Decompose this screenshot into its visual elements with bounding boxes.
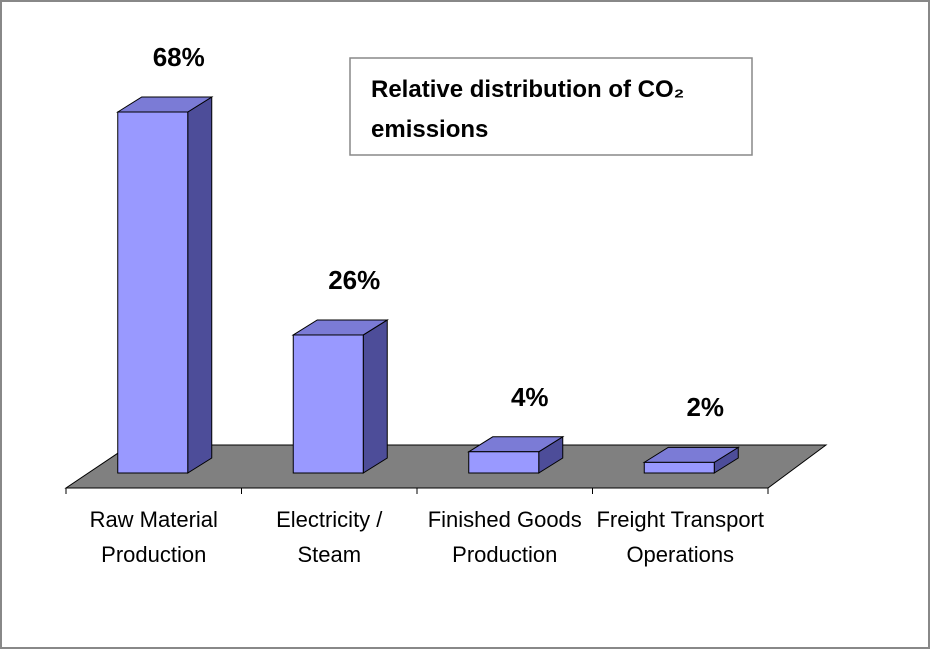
value-label: 4% <box>510 381 549 412</box>
value-label: 26% <box>328 264 381 295</box>
floor <box>64 444 828 489</box>
bar-side <box>362 319 388 474</box>
bar <box>468 451 540 474</box>
x-tick-label: Raw Material Production <box>89 507 218 567</box>
x-tick-label: Electricity / Steam <box>276 507 383 567</box>
value-label: 68% <box>152 42 205 72</box>
bar <box>292 334 364 474</box>
value-label: 2% <box>686 392 725 423</box>
x-tick-label: Freight Transport Operations <box>596 507 764 567</box>
x-tick-label: Finished Goods Production <box>427 507 582 567</box>
bar <box>643 461 715 474</box>
chart-title: Relative distribution of CO₂ emissions <box>371 76 685 143</box>
title-box <box>349 57 753 156</box>
bar <box>117 111 189 474</box>
bar-side <box>187 96 213 474</box>
